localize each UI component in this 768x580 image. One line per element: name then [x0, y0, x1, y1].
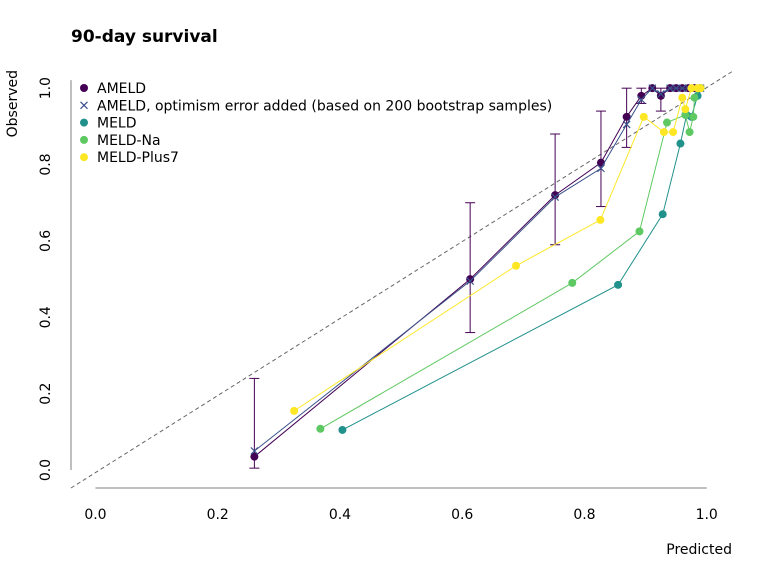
point: [676, 139, 685, 148]
y-tick-label: 0.8: [38, 153, 54, 175]
legend-marker: [80, 135, 88, 144]
point: [250, 447, 259, 455]
point: [696, 84, 705, 93]
point: [681, 110, 690, 119]
x-tick-label: 0.6: [451, 507, 473, 523]
legend-marker: [80, 118, 88, 127]
point: [690, 93, 699, 102]
error-bar: [465, 202, 476, 334]
point: [658, 210, 667, 219]
point: [687, 84, 696, 93]
point: [551, 191, 560, 200]
point: [659, 128, 668, 137]
x-axis-label: Predicted: [666, 542, 732, 558]
y-tick-label: 0.4: [38, 306, 54, 328]
y-tick-label: 0.6: [38, 230, 54, 252]
legend-label: MELD-Na: [97, 133, 161, 149]
x-tick-label: 0.2: [207, 507, 229, 523]
point: [669, 128, 678, 137]
point: [622, 112, 631, 121]
series-line: [342, 87, 702, 431]
point: [637, 91, 646, 100]
series: [338, 84, 705, 434]
legend-label: AMELD: [97, 81, 146, 97]
point: [678, 84, 687, 93]
point: [637, 95, 646, 104]
point: [316, 424, 325, 433]
point: [466, 277, 475, 285]
y-tick-label: 0.0: [38, 459, 54, 481]
point: [250, 452, 259, 461]
point: [685, 128, 694, 137]
point: [678, 93, 687, 102]
point: [551, 193, 560, 201]
x-tick-label: 1.0: [696, 507, 718, 523]
series-line: [293, 87, 701, 412]
point: [290, 406, 299, 415]
point: [648, 84, 657, 93]
y-tick-label: 1.0: [38, 77, 54, 99]
reference-diagonal: [70, 70, 734, 489]
error-bar: [550, 133, 561, 246]
x-tick-label: 0.4: [329, 507, 351, 523]
x-tick-label: 0.0: [84, 507, 106, 523]
series-line: [320, 87, 702, 430]
point: [512, 261, 521, 270]
point: [597, 164, 605, 173]
legend-marker: [80, 153, 88, 162]
series-line: [254, 87, 701, 452]
point: [596, 215, 605, 224]
point: [622, 120, 631, 129]
legend-label: MELD: [97, 116, 137, 132]
y-tick-label: 0.2: [38, 383, 54, 405]
legend-label: AMELD, optimism error added (based on 20…: [97, 98, 552, 114]
point: [338, 425, 347, 434]
point: [568, 278, 577, 287]
point: [635, 227, 644, 236]
legend-marker: [80, 84, 88, 92]
point: [656, 89, 665, 98]
point: [614, 280, 623, 289]
y-axis-label: Observed: [5, 70, 21, 137]
point: [689, 112, 698, 121]
point: [656, 91, 665, 100]
x-tick-label: 0.8: [573, 507, 595, 523]
point: [672, 84, 681, 93]
series: [249, 84, 705, 469]
legend-marker: [80, 101, 88, 110]
series-line: [254, 87, 701, 458]
point: [662, 118, 671, 127]
series: [250, 84, 705, 455]
point: [466, 275, 475, 284]
point: [666, 84, 674, 93]
series: [290, 84, 705, 415]
legend-label: MELD-Plus7: [97, 150, 179, 166]
point: [639, 112, 648, 121]
chart-title: 90-day survival: [71, 27, 218, 47]
point: [681, 105, 690, 114]
series: [316, 84, 705, 433]
